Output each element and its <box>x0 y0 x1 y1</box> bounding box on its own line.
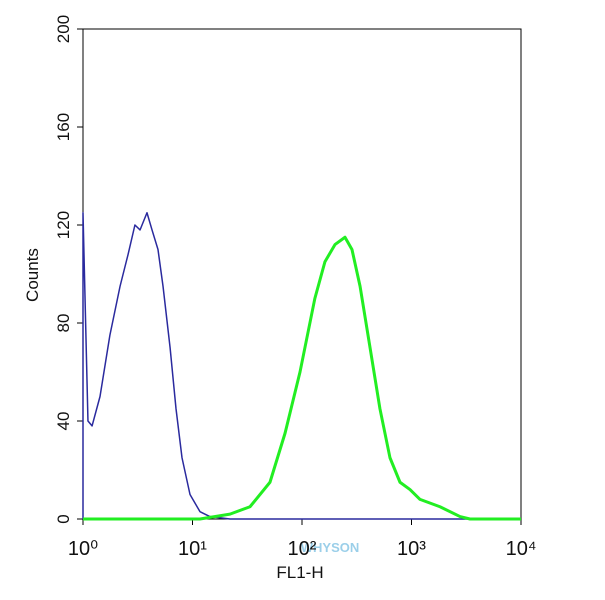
x-axis-title: FL1-H <box>276 563 323 582</box>
y-tick-label: 80 <box>54 314 73 333</box>
x-tick-label: 10⁰ <box>68 538 98 560</box>
y-tick-label: 160 <box>54 113 73 141</box>
histogram-line <box>82 212 521 520</box>
plot-frame <box>82 28 522 520</box>
x-tick-label: 10² <box>288 538 317 560</box>
watermark: WHYSON <box>301 540 360 555</box>
y-tick-label: 120 <box>54 211 73 239</box>
y-tick-label: 0 <box>54 514 73 523</box>
x-tick-label: 10⁴ <box>506 538 537 560</box>
y-axis-title: Counts <box>23 248 42 302</box>
x-tick-label: 10¹ <box>178 538 207 560</box>
y-tick-label: 200 <box>54 15 73 43</box>
y-tick-label: 40 <box>54 412 73 431</box>
histogram-line <box>83 235 521 521</box>
x-tick-label: 10³ <box>397 538 426 560</box>
